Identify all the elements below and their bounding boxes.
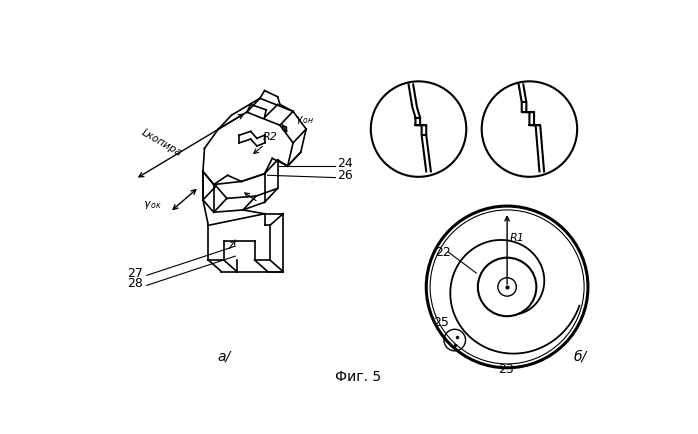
Text: Lкопира: Lкопира [140, 128, 184, 158]
Text: Фиг. 5: Фиг. 5 [334, 370, 381, 384]
Text: $\gamma_{\,\mathit{oн}}$: $\gamma_{\,\mathit{oн}}$ [295, 114, 315, 126]
Text: 28: 28 [128, 276, 143, 289]
Text: 24: 24 [337, 157, 352, 170]
Text: R1: R1 [510, 233, 525, 243]
Text: б/: б/ [574, 349, 587, 363]
Text: 26: 26 [337, 169, 352, 182]
Text: 22: 22 [436, 246, 451, 259]
Text: R2: R2 [262, 132, 277, 142]
Text: $\gamma_{\,\mathit{oк}}$: $\gamma_{\,\mathit{oк}}$ [142, 198, 162, 210]
Text: 23: 23 [498, 363, 514, 376]
Text: 27: 27 [128, 266, 143, 279]
Text: а/: а/ [217, 349, 230, 363]
Text: 25: 25 [433, 316, 449, 329]
